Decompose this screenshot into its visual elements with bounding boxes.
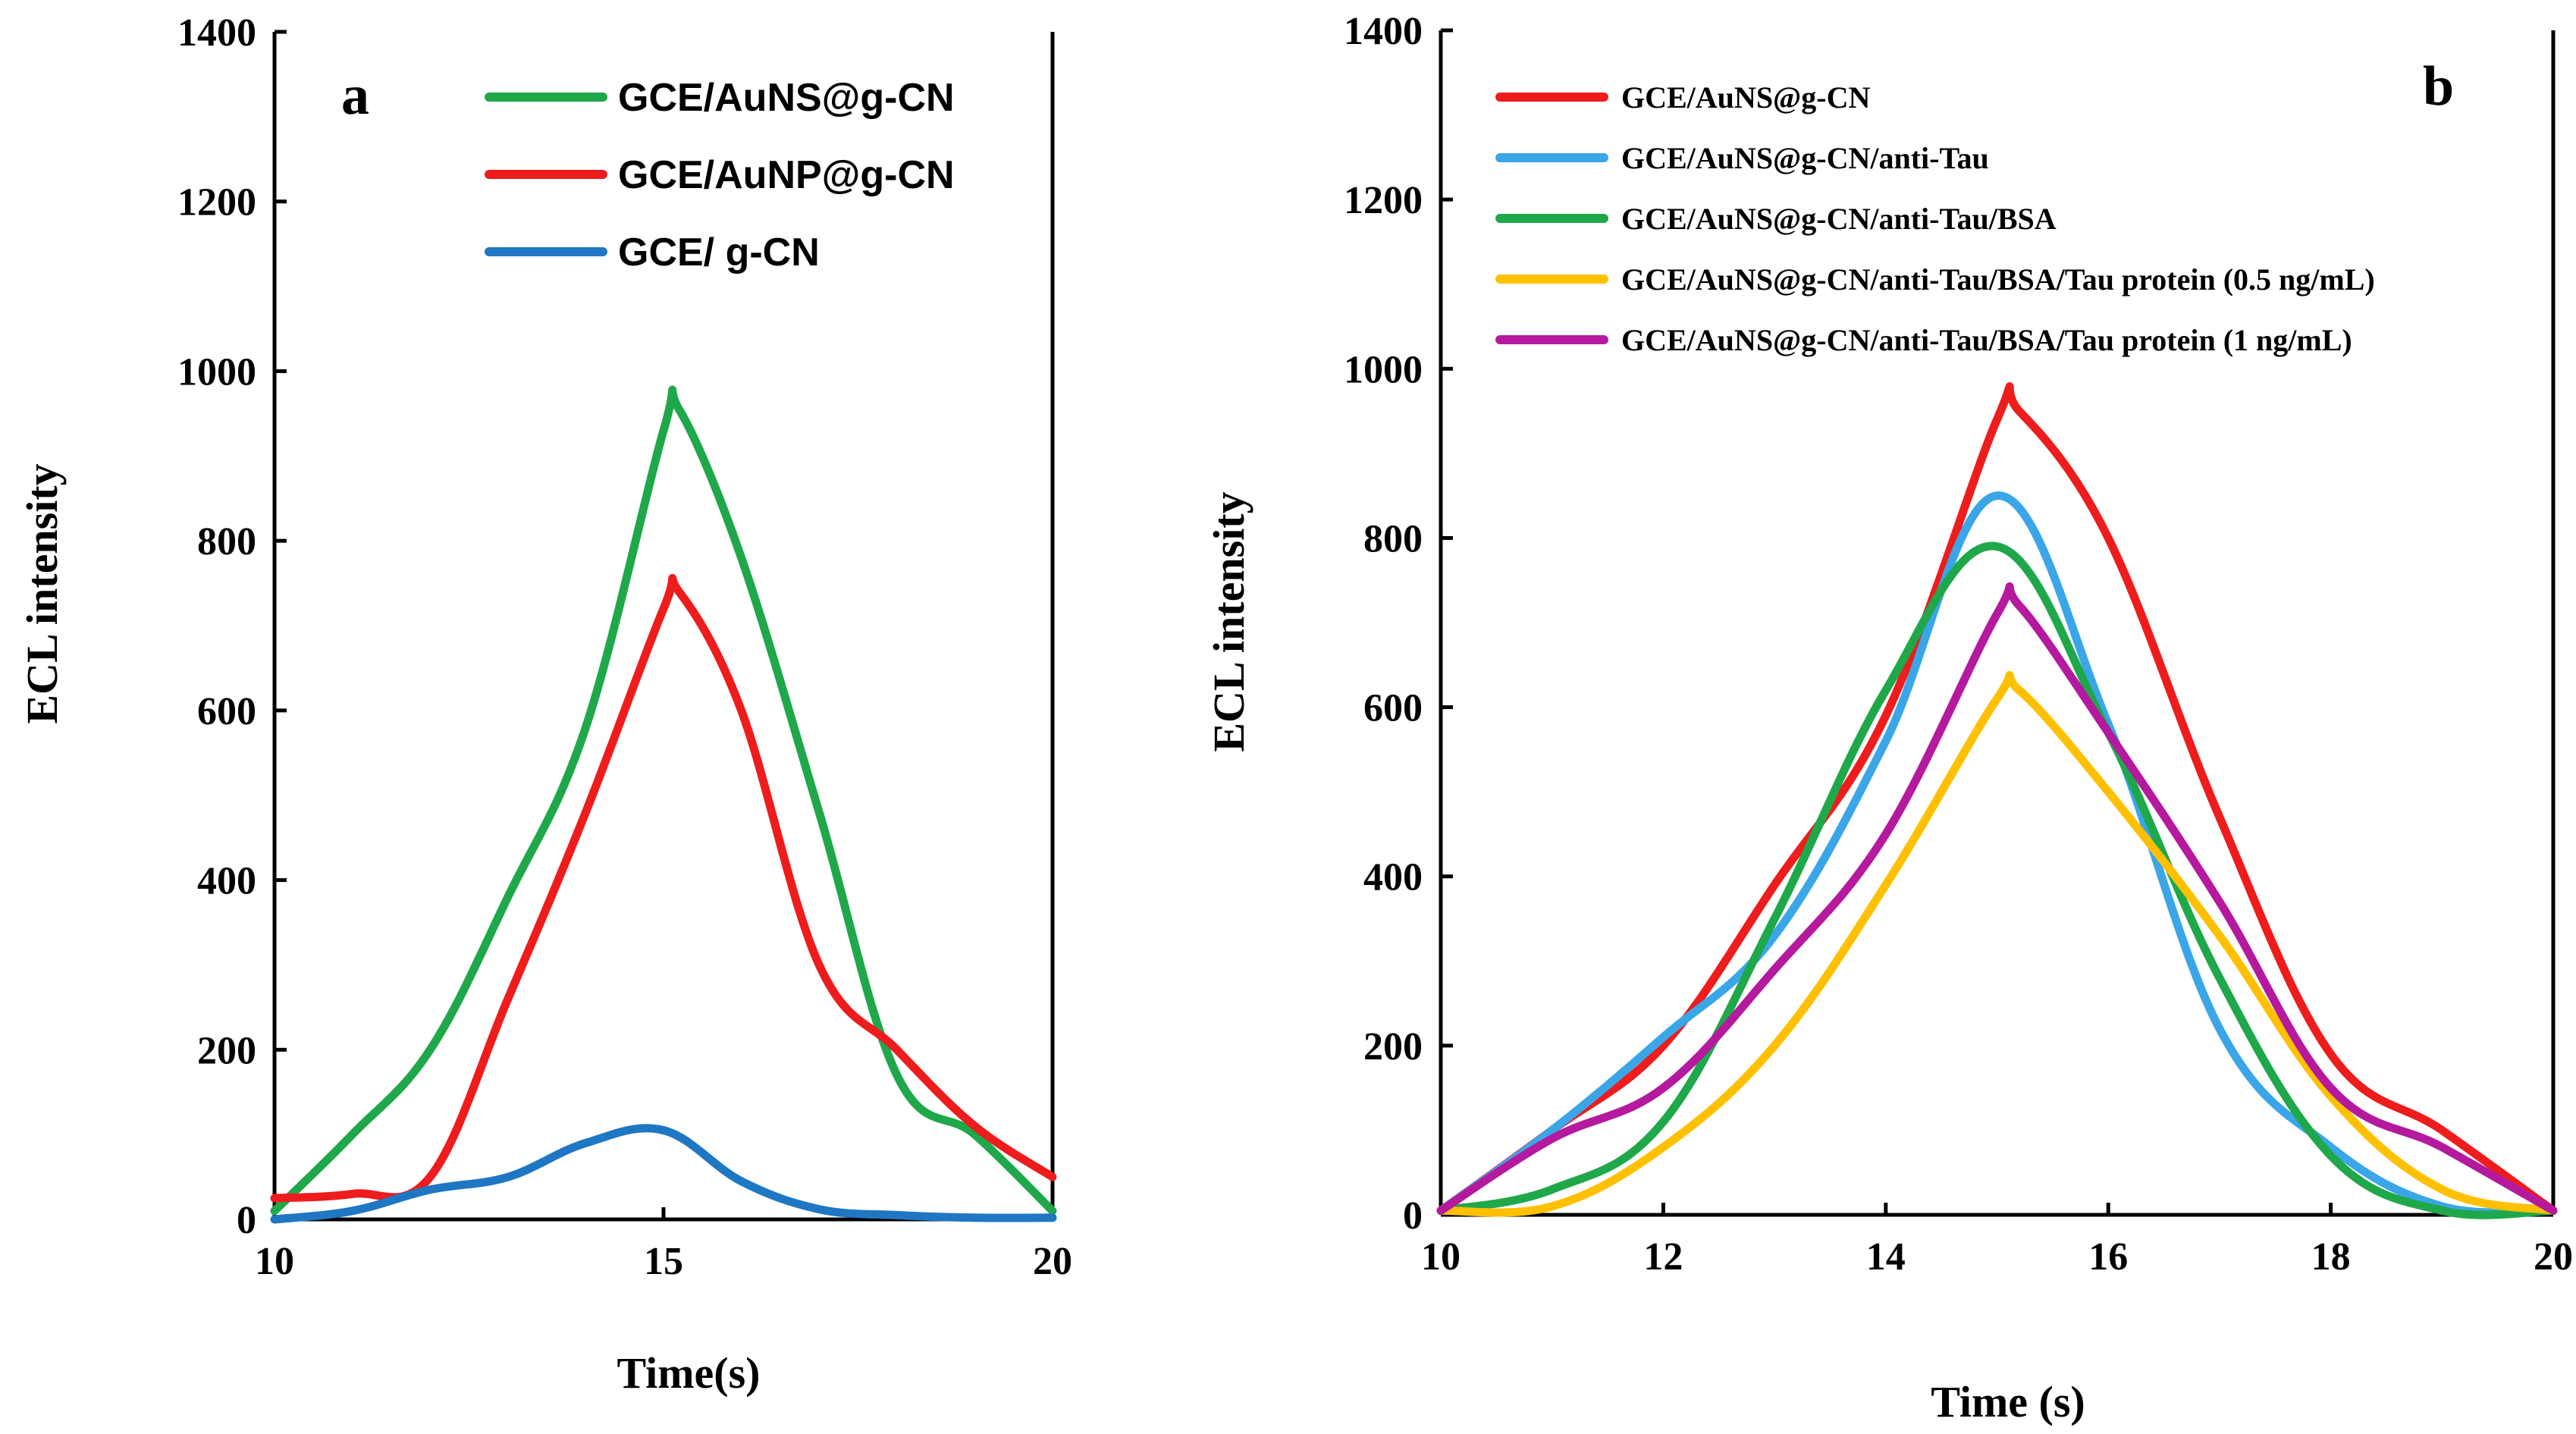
panel-b-x-tick-label: 12 (1643, 1235, 1683, 1279)
panel-b-y-tick-label: 1200 (1344, 179, 1423, 222)
panel-b-series-line-2 (1436, 491, 2558, 1217)
panel-b-y-tick-label: 800 (1363, 517, 1423, 560)
panel-b-letter: b (2423, 55, 2454, 118)
panel-b-series-line-1 (1436, 382, 2558, 1215)
panel-a-y-tick-label: 1400 (177, 11, 256, 55)
panel-b-x-tick-label: 20 (2534, 1235, 2573, 1279)
panel-a-series-line-2 (270, 573, 1057, 1203)
panel-b-y-tick-label: 1400 (1344, 10, 1423, 53)
panel-b-y-tick-label: 0 (1403, 1194, 1423, 1238)
panel-a-series-group (270, 385, 1057, 1224)
panel-a-y-tick-label: 800 (197, 520, 256, 563)
panel-b-y-axis-title: ECL intensity (1204, 491, 1253, 752)
panel-b-x-tick-label: 18 (2311, 1235, 2351, 1279)
panel-a-x-tick-label: 10 (255, 1240, 294, 1283)
panel-a-y-tick-label: 400 (197, 860, 256, 903)
panel-b-y-tick-label: 400 (1363, 856, 1423, 899)
panel-a-legend: GCE/AuNS@g-CN GCE/AuNP@g-CN GCE/ g-CN (485, 76, 955, 275)
panel-b-y-tick-label: 1000 (1344, 348, 1423, 391)
panel-a-legend-label-3: GCE/ g-CN (618, 231, 820, 275)
panel-b-y-tick-label: 200 (1363, 1025, 1423, 1068)
panel-b-legend: GCE/AuNS@g-CN GCE/AuNS@g-CN/anti-Tau GCE/A… (1495, 80, 2375, 357)
panel-b-legend-label-4: GCE/AuNS@g-CN/anti-Tau/BSA/Tau protein (… (1621, 262, 2375, 297)
panel-a-chart: 0 200 400 600 800 1000 1200 1400 10 15 20 GCE/AuNS… (17, 11, 1072, 1398)
panel-a-axes: 0 200 400 600 800 1000 1200 1400 10 15 20 (177, 11, 1072, 1283)
panel-a-x-tick-label: 20 (1033, 1240, 1072, 1283)
panel-a-x-axis-title: Time(s) (617, 1348, 760, 1398)
panel-b-series-line-3 (1436, 541, 2558, 1219)
panel-a-letter: a (341, 64, 369, 127)
panel-b-legend-label-5: GCE/AuNS@g-CN/anti-Tau/BSA/Tau protein (… (1621, 323, 2352, 357)
panel-b-axes: 0 200 400 600 800 1000 1200 1400 10 12 14 16 18 20 (1344, 10, 2573, 1279)
panel-b-series-group (1436, 382, 2558, 1219)
panel-a-legend-label-1: GCE/AuNS@g-CN (618, 76, 955, 120)
panel-a-legend-label-2: GCE/AuNP@g-CN (618, 153, 955, 197)
panel-a-y-tick-label: 1000 (177, 350, 256, 394)
panel-a-y-tick-label: 200 (197, 1029, 256, 1072)
panel-a-y-tick-label: 1200 (177, 181, 256, 224)
panel-b-x-tick-label: 16 (2088, 1235, 2128, 1279)
panel-a-series-line-1 (270, 385, 1057, 1216)
panel-b-legend-label-3: GCE/AuNS@g-CN/anti-Tau/BSA (1621, 202, 2057, 236)
panel-a-y-tick-label: 600 (197, 690, 256, 733)
panel-b-legend-label-1: GCE/AuNS@g-CN (1621, 80, 1870, 115)
panel-b-series-line-5 (1436, 582, 2558, 1215)
panel-b-x-tick-label: 14 (1866, 1235, 1906, 1279)
panel-b-x-axis-title: Time (s) (1931, 1377, 2085, 1426)
panel-b-x-tick-label: 10 (1421, 1235, 1461, 1279)
panel-a-series-line-3 (270, 1124, 1057, 1224)
panel-b-chart: 0 200 400 600 800 1000 1200 1400 10 12 14 16 18 20 GC… (1204, 10, 2573, 1426)
panel-b-legend-label-2: GCE/AuNS@g-CN/anti-Tau (1621, 141, 1989, 175)
panel-a-y-axis-title: ECL intensity (17, 463, 67, 723)
panel-b-series-line-4 (1436, 670, 2558, 1217)
panel-b-y-tick-label: 600 (1363, 687, 1423, 730)
panel-a-x-tick-label: 15 (644, 1240, 683, 1283)
panel-a-y-tick-label: 0 (237, 1199, 256, 1242)
